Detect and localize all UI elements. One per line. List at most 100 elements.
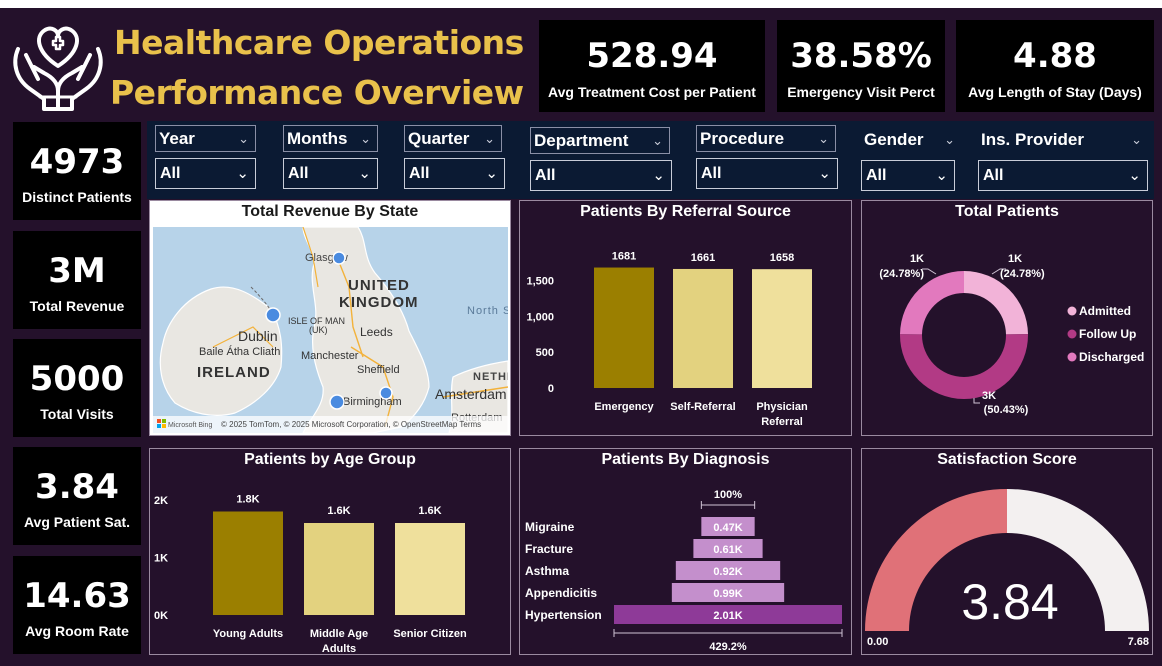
- bar-value-label: 1658: [770, 252, 794, 264]
- donut-slice[interactable]: [964, 271, 1028, 335]
- slicer-value: All: [983, 167, 1004, 184]
- bar[interactable]: [395, 523, 465, 615]
- slicer-year-dropdown[interactable]: All ⌄: [155, 158, 256, 189]
- funnel-bar[interactable]: [675, 561, 781, 580]
- map-bubble[interactable]: [332, 251, 346, 265]
- map-bubble[interactable]: [379, 386, 393, 400]
- kpi-label: Avg Room Rate: [25, 623, 129, 639]
- bar-value-label: 1681: [612, 251, 636, 263]
- kpi-value: 14.63: [23, 576, 131, 616]
- map-label-baile: Baile Átha Cliath: [199, 345, 280, 358]
- legend-label[interactable]: Follow Up: [1079, 327, 1136, 341]
- dashboard-title-line1: Healthcare Operations: [114, 23, 524, 62]
- age-group-chart[interactable]: 0K 1K 2K 1.8K Young Adults 1.6K Middle Age Adul…: [150, 449, 510, 655]
- microsoft-logo-icon: [157, 419, 161, 423]
- bar[interactable]: [304, 523, 374, 615]
- x-tick-label: Referral: [761, 416, 803, 428]
- funnel-bar[interactable]: [671, 583, 785, 602]
- map-label-ireland: IRELAND: [197, 364, 271, 381]
- donut-data-label: (24.78%): [879, 268, 924, 280]
- diagnosis-panel: Patients By Diagnosis 100% 0.47K Migraine 0…: [519, 448, 852, 655]
- bar[interactable]: [594, 267, 654, 388]
- referral-chart[interactable]: 0 500 1,000 1,500 1681 Emergency 1661 Self-Refe…: [520, 201, 851, 435]
- leader-line: [922, 268, 937, 275]
- chevron-down-icon: ⌄: [818, 165, 831, 182]
- donut-data-label: (24.78%): [1000, 268, 1045, 280]
- funnel-bar[interactable]: [693, 539, 763, 558]
- donut-slice[interactable]: [900, 334, 1028, 400]
- kpi-value: 4.88: [1013, 36, 1097, 76]
- satisfaction-title: Satisfaction Score: [937, 451, 1077, 468]
- chevron-down-icon: ⌄: [484, 131, 495, 146]
- total-patients-title: Total Patients: [955, 203, 1059, 220]
- slicer-ins-provider-dropdown[interactable]: All ⌄: [978, 160, 1148, 191]
- slicer-value: All: [535, 167, 556, 184]
- slicer-label: Ins. Provider: [981, 130, 1084, 149]
- funnel-value-label: 0.92K: [713, 566, 742, 578]
- revenue-map[interactable]: Glasgow UNITED KINGDOM North S ISLE OF M…: [153, 227, 508, 433]
- map-label-netherlands: NETHE: [473, 371, 508, 383]
- kpi-value: 38.58%: [790, 36, 932, 76]
- slicer-months-dropdown[interactable]: All ⌄: [283, 158, 378, 189]
- bar-value-label: 1661: [691, 252, 715, 264]
- gauge-value: 3.84: [961, 574, 1058, 630]
- slicer-procedure-dropdown[interactable]: All ⌄: [696, 158, 838, 189]
- funnel-value-label: 0.99K: [713, 588, 742, 600]
- map-label-sheffield: Sheffield: [357, 364, 400, 376]
- map-bubble[interactable]: [329, 394, 345, 410]
- dashboard-title-line2: Performance Overview: [110, 73, 524, 112]
- satisfaction-gauge[interactable]: 3.84 0.00 7.68: [862, 449, 1152, 654]
- funnel-category-label: Asthma: [525, 564, 569, 578]
- slicer-department-dropdown[interactable]: All ⌄: [530, 160, 672, 191]
- slicer-value: All: [160, 165, 181, 182]
- gauge-fill[interactable]: [865, 489, 1007, 631]
- y-tick-label: 0K: [154, 610, 168, 622]
- bar-value-label: 1.8K: [236, 494, 259, 506]
- microsoft-logo-icon: [162, 419, 166, 423]
- slicer-department-header[interactable]: Department ⌄: [530, 127, 670, 154]
- kpi-label: Total Revenue: [29, 298, 125, 314]
- slicer-gender-header[interactable]: Gender ⌄: [861, 127, 961, 154]
- slicer-quarter-dropdown[interactable]: All ⌄: [404, 158, 505, 189]
- heart-hands-icon: [8, 19, 108, 115]
- gauge-track[interactable]: [1007, 489, 1149, 631]
- funnel-category-label: Fracture: [525, 542, 573, 556]
- x-tick-label: Adults: [322, 643, 356, 654]
- slicer-value: All: [288, 165, 309, 182]
- funnel-value-label: 0.61K: [713, 544, 742, 556]
- road: [336, 256, 364, 358]
- map-bubble[interactable]: [265, 307, 281, 323]
- total-patients-donut[interactable]: 1K (24.78%) 1K (24.78%) 3K (50.43%) Admitted Fo…: [862, 201, 1152, 435]
- x-tick-label: Middle Age: [310, 628, 368, 640]
- kpi-label: Avg Patient Sat.: [23, 514, 131, 530]
- legend-marker: [1067, 329, 1077, 339]
- kpi-label: Avg Treatment Cost per Patient: [548, 84, 756, 100]
- kpi-label: Emergency Visit Perct: [787, 84, 935, 100]
- bar[interactable]: [673, 268, 733, 388]
- slicer-months-header[interactable]: Months ⌄: [283, 125, 378, 152]
- kpi-label: Total Visits: [40, 406, 114, 422]
- funnel-bar[interactable]: [701, 517, 755, 536]
- legend-label[interactable]: Admitted: [1079, 304, 1131, 318]
- bar[interactable]: [752, 269, 812, 388]
- slicer-value: All: [409, 165, 430, 182]
- slicer-procedure-header[interactable]: Procedure ⌄: [696, 125, 836, 152]
- y-tick-label: 500: [536, 347, 554, 359]
- slicer-label: Department: [534, 131, 629, 150]
- bar[interactable]: [213, 511, 283, 616]
- slicer-gender-dropdown[interactable]: All ⌄: [861, 160, 955, 191]
- map-label-birmingham: Birmingham: [343, 396, 402, 408]
- slicer-year-header[interactable]: Year ⌄: [155, 125, 256, 152]
- x-tick-label: Senior Citizen: [393, 628, 467, 640]
- funnel-bar[interactable]: [614, 605, 842, 624]
- map-label-isle-of-man: (UK): [309, 325, 328, 335]
- slicer-quarter-header[interactable]: Quarter ⌄: [404, 125, 502, 152]
- map-label-isle-of-man: ISLE OF MAN: [288, 316, 345, 326]
- chevron-down-icon: ⌄: [358, 165, 371, 182]
- donut-slice[interactable]: [900, 271, 964, 335]
- legend-label[interactable]: Discharged: [1079, 350, 1144, 364]
- slicer-value: All: [866, 167, 887, 184]
- slicer-ins-provider-header[interactable]: Ins. Provider ⌄: [978, 127, 1148, 154]
- diagnosis-funnel[interactable]: 100% 0.47K Migraine 0.61K Fracture 0.92K Asthm…: [520, 449, 851, 654]
- map-label-amsterdam: Amsterdam: [435, 386, 507, 402]
